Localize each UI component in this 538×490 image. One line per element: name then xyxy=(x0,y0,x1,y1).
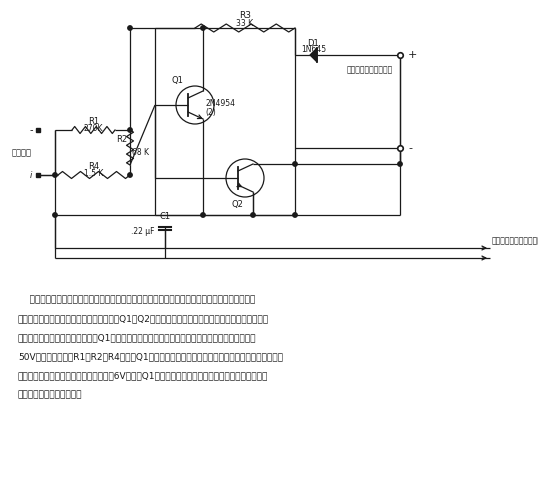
Text: 到磁带录音机话筒输入插口: 到磁带录音机话筒输入插口 xyxy=(492,236,538,245)
Circle shape xyxy=(251,213,255,217)
Circle shape xyxy=(293,162,297,166)
Circle shape xyxy=(128,26,132,30)
Text: i: i xyxy=(30,171,32,179)
Text: D1: D1 xyxy=(308,39,320,48)
Text: R2: R2 xyxy=(116,135,127,144)
Circle shape xyxy=(201,26,205,30)
Text: 1N645: 1N645 xyxy=(301,45,326,54)
Text: 录音机就被启动并开始录音: 录音机就被启动并开始录音 xyxy=(18,390,82,399)
Text: 2N4954: 2N4954 xyxy=(205,98,235,107)
Text: Q2: Q2 xyxy=(231,199,243,209)
Polygon shape xyxy=(310,48,317,62)
Text: R4: R4 xyxy=(88,162,100,171)
Circle shape xyxy=(53,213,57,217)
Text: 33 K: 33 K xyxy=(236,19,253,27)
Text: -: - xyxy=(408,143,412,153)
Circle shape xyxy=(398,162,402,166)
Circle shape xyxy=(53,173,57,177)
Circle shape xyxy=(293,213,297,217)
Circle shape xyxy=(201,213,205,217)
Text: 电话打进来时，电话线的电压就跌落到约6V左右，Q1基极失去使其截止的足够的负电压，于是，磁带: 电话打进来时，电话线的电压就跌落到约6V左右，Q1基极失去使其截止的足够的负电压… xyxy=(18,371,268,380)
Text: 接电话线: 接电话线 xyxy=(12,148,32,157)
Text: (2): (2) xyxy=(205,107,216,117)
Text: 68 K: 68 K xyxy=(132,148,149,157)
Circle shape xyxy=(128,173,132,177)
Text: .22 μF: .22 μF xyxy=(131,226,155,236)
Text: 1.5 K: 1.5 K xyxy=(84,169,104,177)
Text: R3: R3 xyxy=(239,11,251,21)
Text: 270K: 270K xyxy=(84,123,103,132)
Text: +: + xyxy=(408,50,417,60)
Text: 磁带录音机连动继电图: 磁带录音机连动继电图 xyxy=(347,66,393,74)
Text: R1: R1 xyxy=(88,117,99,125)
Text: 开关两端的电压加给一对复合连接的晶体管Q1和Q2，使其导通并启动磁带录音机。为了使晶体管截止: 开关两端的电压加给一对复合连接的晶体管Q1和Q2，使其导通并启动磁带录音机。为了… xyxy=(18,314,269,323)
Text: 并从而关停录音机，需为电话线给Q1的基极施以负电压。当电话机处于挂机状态时电话线为端约有: 并从而关停录音机，需为电话线给Q1的基极施以负电压。当电话机处于挂机状态时电话线… xyxy=(18,333,257,342)
Text: Q1: Q1 xyxy=(171,76,183,85)
Text: 本电路可把磁带录音机变成一个完整的自动电话通话记录设备，而且不用外部电源。磁带录音机: 本电路可把磁带录音机变成一个完整的自动电话通话记录设备，而且不用外部电源。磁带录… xyxy=(18,295,255,304)
Circle shape xyxy=(128,128,132,132)
Text: C1: C1 xyxy=(159,212,171,220)
Text: 50V直流电压分配给R1，R2和R4，这样Q1的基极就有足够的负电平使磁带录音机关掉。当电话机有: 50V直流电压分配给R1，R2和R4，这样Q1的基极就有足够的负电平使磁带录音机… xyxy=(18,352,283,361)
Text: -: - xyxy=(29,125,33,135)
